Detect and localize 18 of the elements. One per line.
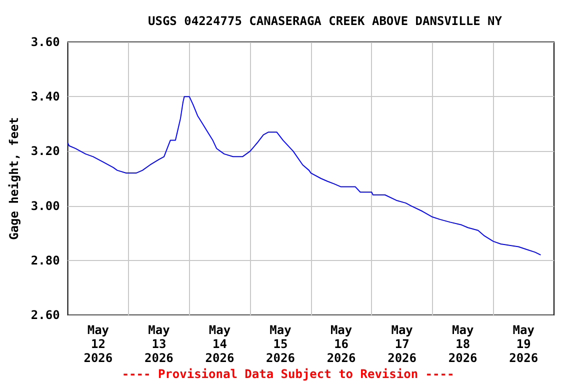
x-tick-label: May 16 2026 (326, 323, 356, 365)
y-tick-label: 3.60 (30, 35, 60, 49)
y-tick-label: 3.40 (30, 90, 60, 104)
x-tick-label: May 15 2026 (266, 323, 295, 365)
y-tick-label: 2.80 (30, 253, 60, 268)
x-tick-label: May 12 2026 (84, 323, 113, 365)
x-tick-label: May 13 2026 (144, 323, 174, 365)
chart-title: USGS 04224775 CANASERAGA CREEK ABOVE DANSVILLE NY (148, 14, 503, 28)
text: ---- Provisional Data Subject to Revision ---- (122, 367, 454, 381)
x-tick-label: May 19 2026 (509, 323, 538, 365)
y-tick-label: 3.00 (30, 198, 60, 213)
x-tick-label: May 17 2026 (388, 323, 417, 365)
y-tick-label: 3.20 (30, 144, 60, 158)
y-tick-label: 2.60 (30, 308, 60, 322)
line-series (67, 96, 542, 256)
x-tick-label: May 14 2026 (205, 323, 234, 365)
y-axis-title: Gage height, feet (7, 117, 21, 240)
x-tick-label: May 18 2026 (448, 323, 478, 365)
